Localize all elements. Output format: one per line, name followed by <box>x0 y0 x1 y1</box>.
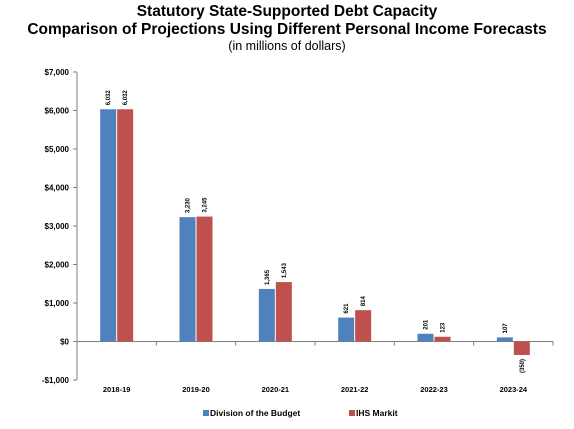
bar-division-of-the-budget-2019-20 <box>179 217 196 342</box>
data-label: 1,543 <box>282 262 288 278</box>
y-tick-label: -$1,000 <box>42 376 70 385</box>
data-label: 3,230 <box>186 197 192 213</box>
data-label: 107 <box>503 323 509 334</box>
x-tick-label: 2022-23 <box>420 385 448 394</box>
legend-entry: IHS Markit <box>356 408 398 418</box>
data-label: 201 <box>424 319 430 330</box>
bar-division-of-the-budget-2023-24 <box>496 337 513 342</box>
bar-ihs-markit-2022-23 <box>434 336 451 342</box>
bar-division-of-the-budget-2020-21 <box>258 288 275 342</box>
legend-swatch <box>349 410 355 416</box>
data-label: 3,245 <box>203 197 209 213</box>
x-tick-label: 2021-22 <box>341 385 369 394</box>
y-tick-label: $3,000 <box>45 222 70 231</box>
data-label: 123 <box>441 322 447 333</box>
bar-division-of-the-budget-2021-22 <box>338 317 355 342</box>
chart-units-note: (in millions of dollars) <box>228 39 346 53</box>
x-tick-label: 2018-19 <box>103 385 131 394</box>
data-label: (350) <box>520 359 526 373</box>
y-tick-label: $1,000 <box>45 299 70 308</box>
legend-entry: Division of the Budget <box>210 408 300 418</box>
bar-division-of-the-budget-2018-19 <box>100 109 117 342</box>
y-tick-label: $6,000 <box>45 107 70 116</box>
bar-ihs-markit-2019-20 <box>196 216 213 342</box>
chart-title: Statutory State-Supported Debt Capacity <box>136 3 438 20</box>
bar-ihs-markit-2023-24 <box>513 341 530 355</box>
y-tick-label: $4,000 <box>45 184 70 193</box>
y-tick-label: $0 <box>60 338 69 347</box>
x-tick-label: 2020-21 <box>262 385 290 394</box>
y-tick-label: $2,000 <box>45 261 70 270</box>
data-label: 6,032 <box>123 90 129 106</box>
bar-ihs-markit-2018-19 <box>117 109 134 342</box>
y-tick-label: $7,000 <box>45 68 70 77</box>
data-label: 621 <box>344 303 350 314</box>
data-label: 814 <box>361 295 367 306</box>
bar-ihs-markit-2020-21 <box>275 282 292 342</box>
bar-ihs-markit-2021-22 <box>355 310 372 342</box>
data-label: 1,365 <box>265 269 271 285</box>
x-tick-label: 2019-20 <box>182 385 210 394</box>
data-label: 6,032 <box>106 90 112 106</box>
chart-subtitle: Comparison of Projections Using Differen… <box>27 21 547 38</box>
bar-division-of-the-budget-2022-23 <box>417 333 434 342</box>
legend-swatch <box>203 410 209 416</box>
y-tick-label: $5,000 <box>45 145 70 154</box>
x-tick-label: 2023-24 <box>500 385 528 394</box>
